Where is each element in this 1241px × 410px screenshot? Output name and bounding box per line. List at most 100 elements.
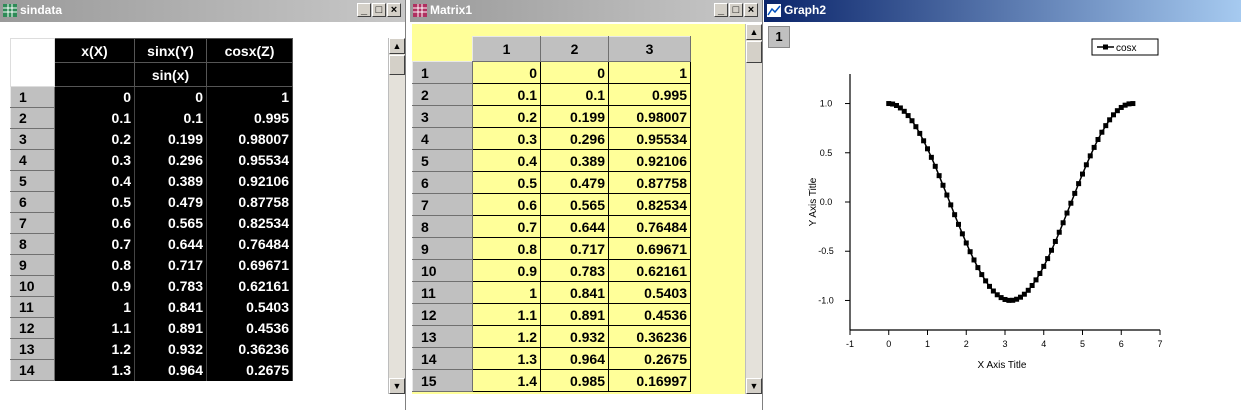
table-cell[interactable]: 0.783 — [134, 275, 207, 297]
table-cell[interactable]: 0.36236 — [608, 325, 691, 348]
table-cell[interactable]: 0.1 — [134, 107, 207, 129]
row-header[interactable]: 5 — [412, 149, 473, 172]
table-cell[interactable]: 0.69671 — [206, 254, 293, 276]
sindata-vertical-scrollbar[interactable]: ▲ ▼ — [388, 38, 405, 394]
column-header[interactable]: 1 — [472, 36, 541, 62]
table-cell[interactable]: 0.4536 — [206, 317, 293, 339]
table-cell[interactable]: 0.717 — [134, 254, 207, 276]
table-cell[interactable]: 0.644 — [134, 233, 207, 255]
table-row[interactable]: 5 0.4 0.389 0.92106 — [412, 149, 691, 172]
table-cell[interactable]: 0.296 — [540, 127, 609, 150]
table-cell[interactable]: 0.76484 — [608, 215, 691, 238]
row-header[interactable]: 14 — [10, 359, 55, 381]
table-row[interactable]: 14 1.3 0.964 0.2675 — [412, 347, 691, 370]
table-cell[interactable]: 0.82534 — [608, 193, 691, 216]
table-cell[interactable]: 0.1 — [540, 83, 609, 106]
table-cell[interactable]: 0.5403 — [608, 281, 691, 304]
column-header[interactable]: 3 — [608, 36, 691, 62]
table-cell[interactable]: 0.1 — [472, 83, 541, 106]
scroll-down-button[interactable]: ▼ — [746, 378, 762, 394]
column-header[interactable]: cosx(Z) — [206, 38, 293, 63]
column-header[interactable]: sinx(Y) — [134, 38, 207, 63]
table-row[interactable]: 5 0.4 0.389 0.92106 — [10, 170, 293, 192]
table-cell[interactable]: 0.2 — [472, 105, 541, 128]
table-cell[interactable]: 0.841 — [134, 296, 207, 318]
table-cell[interactable]: 0.891 — [540, 303, 609, 326]
table-cell[interactable]: 0.62161 — [608, 259, 691, 282]
table-cell[interactable]: 0.5 — [54, 191, 135, 213]
close-button[interactable]: × — [744, 3, 758, 17]
table-cell[interactable]: 0.199 — [540, 105, 609, 128]
scroll-down-button[interactable]: ▼ — [389, 378, 405, 394]
scroll-up-button[interactable]: ▲ — [389, 38, 405, 54]
table-cell[interactable]: 0.69671 — [608, 237, 691, 260]
table-cell[interactable]: 1.1 — [54, 317, 135, 339]
table-cell[interactable]: 0.87758 — [608, 171, 691, 194]
scroll-thumb[interactable] — [746, 41, 762, 63]
table-cell[interactable]: 0.296 — [134, 149, 207, 171]
row-header[interactable]: 11 — [10, 296, 55, 318]
table-cell[interactable]: 0.6 — [54, 212, 135, 234]
row-header[interactable]: 6 — [412, 171, 473, 194]
matrix-titlebar[interactable]: Matrix1 _ □ × — [410, 0, 762, 22]
table-cell[interactable]: 0.98007 — [608, 105, 691, 128]
table-cell[interactable]: 0.841 — [540, 281, 609, 304]
table-row[interactable]: 8 0.7 0.644 0.76484 — [10, 233, 293, 255]
table-cell[interactable]: 0.36236 — [206, 338, 293, 360]
row-header[interactable]: 8 — [412, 215, 473, 238]
maximize-button[interactable]: □ — [372, 3, 386, 17]
table-cell[interactable]: 0.565 — [134, 212, 207, 234]
table-cell[interactable]: 0.98007 — [206, 128, 293, 150]
table-row[interactable]: 15 1.4 0.985 0.16997 — [412, 369, 691, 392]
row-header[interactable]: 2 — [10, 107, 55, 129]
table-cell[interactable]: 0.4 — [54, 170, 135, 192]
table-row[interactable]: 8 0.7 0.644 0.76484 — [412, 215, 691, 238]
row-header[interactable]: 9 — [10, 254, 55, 276]
row-header[interactable]: 3 — [10, 128, 55, 150]
table-cell[interactable]: 0.2 — [54, 128, 135, 150]
table-cell[interactable]: 0.87758 — [206, 191, 293, 213]
table-cell[interactable]: 0.82534 — [206, 212, 293, 234]
row-header[interactable]: 12 — [10, 317, 55, 339]
table-cell[interactable]: 0.985 — [540, 369, 609, 392]
row-header[interactable]: 9 — [412, 237, 473, 260]
table-row[interactable]: 2 0.1 0.1 0.995 — [412, 83, 691, 106]
table-cell[interactable]: 0 — [134, 86, 207, 108]
table-cell[interactable]: 0 — [472, 61, 541, 84]
table-cell[interactable]: 0.644 — [540, 215, 609, 238]
table-cell[interactable]: 0.2675 — [206, 359, 293, 381]
table-cell[interactable]: 0.717 — [540, 237, 609, 260]
table-row[interactable]: 6 0.5 0.479 0.87758 — [412, 171, 691, 194]
table-cell[interactable]: 0.95534 — [608, 127, 691, 150]
maximize-button[interactable]: □ — [729, 3, 743, 17]
table-row[interactable]: 4 0.3 0.296 0.95534 — [10, 149, 293, 171]
row-header[interactable]: 8 — [10, 233, 55, 255]
table-cell[interactable]: 0.964 — [540, 347, 609, 370]
row-header[interactable]: 3 — [412, 105, 473, 128]
table-row[interactable]: 13 1.2 0.932 0.36236 — [412, 325, 691, 348]
row-header[interactable]: 2 — [412, 83, 473, 106]
table-cell[interactable]: 0.9 — [472, 259, 541, 282]
row-header[interactable]: 4 — [10, 149, 55, 171]
table-cell[interactable]: 0.92106 — [608, 149, 691, 172]
table-cell[interactable]: 0.4 — [472, 149, 541, 172]
table-cell[interactable]: 0.891 — [134, 317, 207, 339]
table-cell[interactable]: 1.1 — [472, 303, 541, 326]
table-cell[interactable]: 0 — [54, 86, 135, 108]
row-header[interactable]: 1 — [412, 61, 473, 84]
table-cell[interactable]: 0.964 — [134, 359, 207, 381]
table-cell[interactable]: 0.4536 — [608, 303, 691, 326]
table-row[interactable]: 11 1 0.841 0.5403 — [10, 296, 293, 318]
column-header[interactable]: 2 — [540, 36, 609, 62]
table-row[interactable]: 13 1.2 0.932 0.36236 — [10, 338, 293, 360]
table-cell[interactable]: 0.932 — [540, 325, 609, 348]
row-header[interactable]: 10 — [412, 259, 473, 282]
row-header[interactable]: 6 — [10, 191, 55, 213]
table-cell[interactable]: 1 — [54, 296, 135, 318]
matrix-vertical-scrollbar[interactable]: ▲ ▼ — [745, 24, 762, 394]
minimize-button[interactable]: _ — [714, 3, 728, 17]
row-header[interactable]: 13 — [412, 325, 473, 348]
table-row[interactable]: 7 0.6 0.565 0.82534 — [412, 193, 691, 216]
